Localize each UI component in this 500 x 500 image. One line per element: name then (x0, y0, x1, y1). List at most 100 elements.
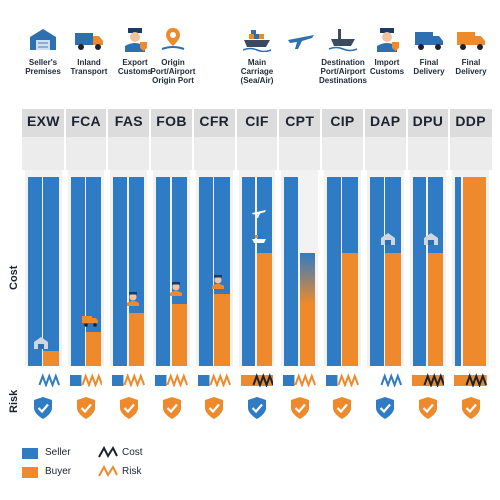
seller-bar-cfr (198, 177, 213, 366)
risk-strip-cpt (283, 373, 317, 387)
airplane-icon (252, 210, 266, 218)
shield-check-icon (333, 397, 352, 419)
shield-check-icon (376, 397, 395, 419)
shield-check-icon (290, 397, 309, 419)
buyer-bar-ddp (463, 177, 486, 366)
shield-check-icon (461, 397, 480, 419)
stage-final-delivery-seller: Final Delivery (406, 0, 452, 90)
cost-axis-label: Cost (8, 265, 20, 290)
shield-check-icon (34, 397, 53, 419)
buyer-bar-cfr (214, 294, 230, 366)
seller-upper-bar-cpt (300, 177, 315, 253)
buyer-bar-fas (128, 313, 145, 366)
buyer-bar-fca (86, 332, 102, 366)
customs-officer-icon (126, 292, 139, 306)
incoterm-label-cfr: CFR (199, 113, 230, 129)
stage-import-customs: Import Customs (364, 0, 410, 90)
destination-port-icon (328, 29, 358, 52)
legend-risk-label: Risk (122, 466, 142, 477)
stage-final-delivery-buyer: Final Delivery (448, 0, 494, 90)
risk-strip-fob (155, 373, 188, 387)
stage-sellers-premises: Seller's Premises (20, 0, 66, 90)
seller-bar-cif (241, 177, 256, 366)
incoterms-header-band (22, 109, 492, 137)
truck-icon (75, 33, 103, 50)
risk-strip-cip (326, 373, 359, 387)
seller-bar-cip (327, 177, 341, 366)
port-pin-icon (161, 28, 185, 50)
customs-officer-icon (377, 28, 399, 52)
risk-strip-cif (240, 373, 274, 387)
stage-main-carriage: Main Carriage (Sea/Air) (234, 0, 280, 90)
column-separator (63, 109, 66, 428)
incoterm-label-cif: CIF (245, 113, 269, 129)
risk-strip-dpu (411, 373, 445, 387)
stage-destination-port: Destination Port/Airport Destinations (319, 0, 367, 90)
incoterm-label-dpu: DPU (412, 113, 444, 129)
seller-bar-fob (156, 177, 170, 366)
truck-icon (82, 316, 99, 327)
legend-buyer-swatch (22, 467, 38, 478)
shield-check-icon (162, 397, 181, 419)
buyer-bar-fob (171, 304, 187, 366)
risk-strip-exw (38, 373, 60, 387)
incoterm-label-exw: EXW (26, 113, 60, 129)
cargo-ship-icon (252, 235, 266, 243)
stage-export-customs: Export Customs (112, 0, 158, 90)
seller-bar-fca (70, 177, 85, 366)
buyer-bar-cip (342, 253, 358, 366)
risk-zigzag-icon (98, 464, 118, 478)
seller-bar-dap (369, 177, 384, 366)
incoterm-label-fca: FCA (71, 113, 101, 129)
buyer-bar-exw (43, 351, 59, 366)
column-separator (106, 109, 109, 428)
buyer-bar-cpt (299, 253, 316, 366)
airplane-icon (288, 35, 314, 49)
warehouse-icon (423, 233, 438, 245)
warehouse-icon (381, 233, 396, 245)
column-separator (191, 109, 194, 428)
legend-seller-label: Seller (45, 447, 71, 458)
column-separator (234, 109, 237, 428)
incoterms-sub-band (22, 137, 492, 170)
incoterm-label-ddp: DDP (455, 113, 486, 129)
column-separator (448, 109, 451, 428)
legend-seller-swatch (22, 448, 38, 459)
incoterm-label-cip: CIP (330, 113, 355, 129)
incoterm-label-fas: FAS (114, 113, 143, 129)
seller-upper-bar-exw (43, 177, 59, 351)
seller-bar-cpt (284, 177, 299, 366)
seller-bar-ddp (455, 177, 462, 366)
incoterm-label-cpt: CPT (285, 113, 315, 129)
risk-strip-fca (69, 373, 103, 387)
customs-officer-icon (125, 28, 147, 52)
stage-inland-transport: Inland Transport (66, 0, 112, 90)
column-separator (277, 109, 280, 428)
legend-cost-label: Cost (122, 447, 143, 458)
legend-buyer-label: Buyer (45, 466, 72, 477)
delivery-truck-blue-icon (415, 32, 443, 50)
buyer-bar-cif (257, 253, 273, 366)
column-separator (149, 109, 152, 428)
customs-officer-icon (169, 282, 182, 296)
buyer-bar-dap (385, 253, 401, 366)
column-separator (405, 109, 408, 428)
warehouse-icon (30, 29, 56, 50)
shield-check-icon (77, 397, 96, 419)
seller-bar-fas (113, 177, 128, 366)
incoterm-label-dap: DAP (369, 113, 401, 129)
seller-upper-bar-fas (128, 177, 145, 313)
seller-upper-bar-cif (257, 177, 273, 253)
shield-check-icon (418, 397, 437, 419)
risk-strip-cfr (197, 373, 231, 387)
seller-upper-bar-fca (86, 177, 102, 332)
delivery-truck-orange-icon (457, 32, 485, 50)
seller-bar-exw (28, 177, 42, 366)
logistics-stages: Seller's Premises Inland Transport Expor… (0, 0, 500, 90)
risk-strip-ddp (454, 373, 487, 387)
seller-upper-bar-cfr (214, 177, 230, 294)
shield-check-icon (205, 397, 224, 419)
warehouse-icon (34, 337, 49, 349)
column-separator (362, 109, 365, 428)
column-separator (320, 109, 323, 428)
